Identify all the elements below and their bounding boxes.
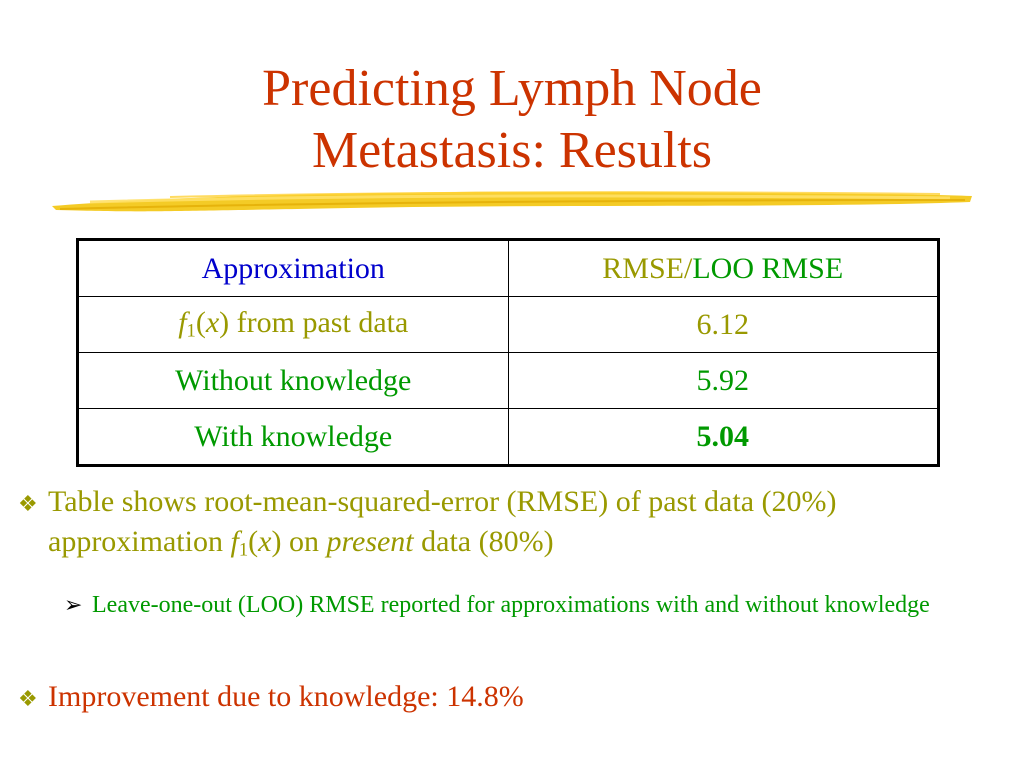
sub-bullet-text: Leave-one-out (LOO) RMSE reported for ap… xyxy=(92,592,930,618)
row-value-past-data: 6.12 xyxy=(507,296,939,353)
table-header-row: Approximation RMSE/LOO RMSE xyxy=(77,239,939,297)
row-value-with-knowledge: 5.04 xyxy=(507,408,939,466)
results-table: Approximation RMSE/LOO RMSE f1(x) from p… xyxy=(76,238,940,467)
paren-open: ( xyxy=(195,306,206,340)
bullet-item-rmse-explanation: ❖ Table shows root-mean-squared-error (R… xyxy=(18,482,1008,571)
table-row: With knowledge 5.04 xyxy=(77,408,939,466)
row-label-without-knowledge: Without knowledge xyxy=(77,352,509,409)
arrow-bullet-icon: ➢ xyxy=(64,592,83,617)
bullet-emphasis: present xyxy=(326,525,414,558)
diamond-bullet-icon: ❖ xyxy=(18,686,38,711)
header-rmse-loo: RMSE/LOO RMSE xyxy=(507,239,939,297)
header-slash: / xyxy=(684,251,693,285)
title-highlight-stroke xyxy=(52,191,972,212)
bullet-text-part: on xyxy=(281,525,327,558)
paren-close: ) xyxy=(271,525,282,558)
func-subscript: 1 xyxy=(186,320,196,342)
bullet-text-part: data (80%) xyxy=(413,525,554,558)
bullet-item-improvement: ❖ Improvement due to knowledge: 14.8% xyxy=(18,677,1008,719)
sub-bullet-item-loo: ➢ Leave-one-out (LOO) RMSE reported for … xyxy=(64,588,1019,622)
diamond-bullet-icon: ❖ xyxy=(18,491,38,516)
func-variable: x xyxy=(258,525,272,558)
row-value-without-knowledge: 5.92 xyxy=(507,352,939,409)
title-line-2: Metastasis: Results xyxy=(311,122,713,179)
paren-close: ) xyxy=(219,306,230,340)
func-subscript: 1 xyxy=(238,539,249,561)
table-row: Without knowledge 5.92 xyxy=(77,352,939,409)
slide-title: Predicting Lymph Node Metastasis: Result… xyxy=(0,58,1024,182)
header-rmse: RMSE xyxy=(602,251,684,285)
row-label-past-data: f1(x) from past data xyxy=(77,296,509,353)
bullet-text: Table shows root-mean-squared-error (RMS… xyxy=(48,482,1008,571)
func-symbol: f xyxy=(178,306,187,340)
paren-open: ( xyxy=(248,525,259,558)
bullet-text: Improvement due to knowledge: 14.8% xyxy=(48,680,524,713)
header-loo-rmse: LOO RMSE xyxy=(692,251,844,285)
title-line-1: Predicting Lymph Node xyxy=(262,60,762,117)
row-label-with-knowledge: With knowledge xyxy=(77,408,509,466)
table-row: f1(x) from past data 6.12 xyxy=(77,296,939,353)
func-variable: x xyxy=(205,306,220,340)
func-symbol: f xyxy=(230,525,239,558)
header-approximation: Approximation xyxy=(77,239,509,297)
row-label-rest: from past data xyxy=(229,306,409,340)
bullet-text-part: Table shows root-mean-squared-error (RMS… xyxy=(48,485,837,558)
